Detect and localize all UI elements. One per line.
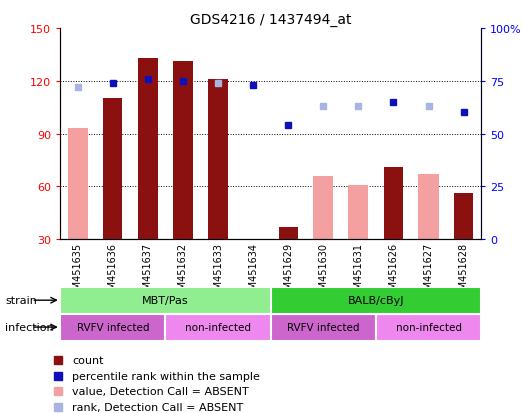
Text: strain: strain (5, 295, 37, 306)
Bar (173, 62, 192, 240)
Bar (60, 314, 165, 341)
Text: non-infected: non-infected (185, 322, 251, 332)
Text: percentile rank within the sample: percentile rank within the sample (72, 371, 260, 381)
Text: rank, Detection Call = ABSENT: rank, Detection Call = ABSENT (72, 402, 244, 412)
Bar (313, 176, 333, 240)
Text: RVFV infected: RVFV infected (287, 322, 359, 332)
Text: non-infected: non-infected (395, 322, 461, 332)
Bar (279, 227, 298, 240)
Title: GDS4216 / 1437494_at: GDS4216 / 1437494_at (190, 12, 351, 26)
Text: BALB/cByJ: BALB/cByJ (348, 295, 404, 306)
Bar (208, 80, 228, 240)
Bar (454, 194, 473, 240)
Bar (271, 314, 376, 341)
Bar (60, 287, 271, 314)
Text: count: count (72, 355, 104, 365)
Text: value, Detection Call = ABSENT: value, Detection Call = ABSENT (72, 387, 249, 396)
Bar (376, 314, 481, 341)
Bar (348, 185, 369, 240)
Text: infection: infection (5, 322, 54, 332)
Bar (384, 168, 403, 240)
Bar (138, 59, 157, 240)
Bar (67, 129, 88, 240)
Bar (103, 99, 122, 240)
Bar (418, 175, 439, 240)
Text: MBT/Pas: MBT/Pas (142, 295, 189, 306)
Text: RVFV infected: RVFV infected (76, 322, 149, 332)
Bar (165, 314, 271, 341)
Bar (271, 287, 481, 314)
